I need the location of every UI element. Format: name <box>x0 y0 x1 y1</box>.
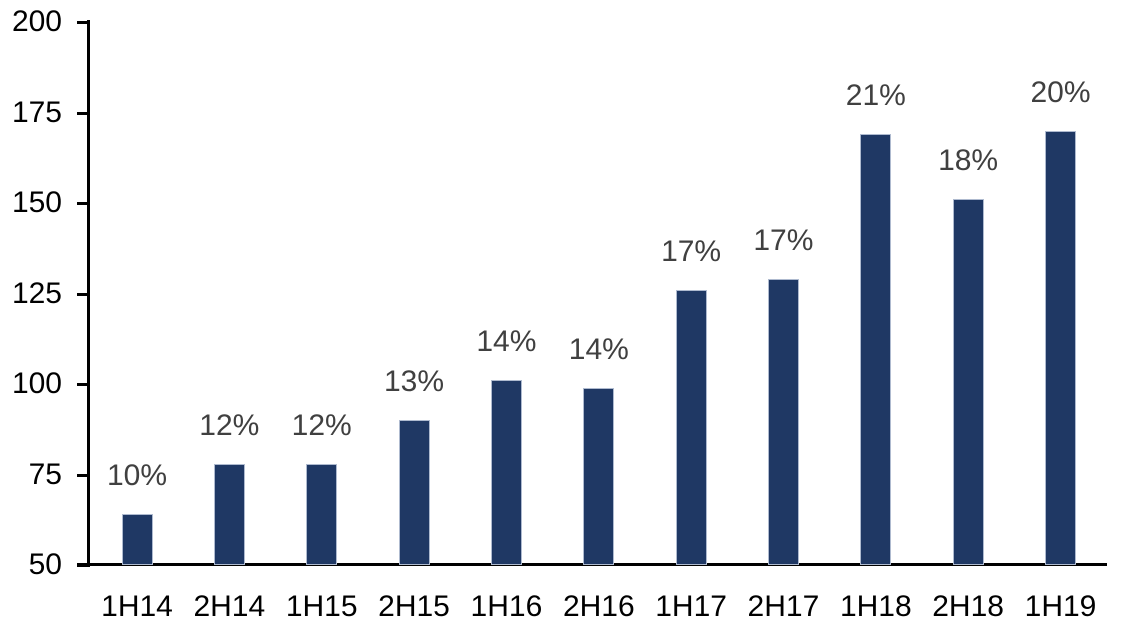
bar-value-label: 14% <box>476 325 537 359</box>
x-tick-label: 1H16 <box>470 590 543 623</box>
bar-value-label: 12% <box>199 408 260 442</box>
y-tick-mark <box>77 292 88 296</box>
y-tick-label: 50 <box>28 548 62 581</box>
bar-value-label: 18% <box>938 144 999 178</box>
x-tick-label: 2H16 <box>562 590 635 623</box>
bar <box>121 514 153 565</box>
bar-value-label: 14% <box>568 332 629 366</box>
bar <box>952 199 984 565</box>
bar <box>398 420 430 565</box>
y-tick-mark <box>77 202 88 205</box>
bar <box>860 134 892 565</box>
bar-value-label: 12% <box>291 408 352 442</box>
x-tick-label: 2H17 <box>747 590 820 623</box>
bar <box>490 380 522 565</box>
x-tick-label: 1H15 <box>285 590 358 623</box>
x-tick-label: 1H19 <box>1024 590 1097 623</box>
bar-value-label: 21% <box>845 79 906 113</box>
x-tick-label: 2H14 <box>193 590 266 623</box>
y-tick-mark <box>77 473 88 477</box>
bar <box>1045 130 1076 565</box>
y-tick-mark <box>77 21 88 24</box>
x-tick-label: 1H14 <box>101 590 173 623</box>
bar <box>213 463 245 565</box>
bar-value-label: 20% <box>1030 75 1091 109</box>
y-tick-label: 150 <box>11 186 62 219</box>
bar <box>583 387 615 565</box>
x-tick-label: 1H17 <box>655 590 727 623</box>
bar <box>767 279 799 565</box>
y-tick-mark <box>77 383 88 386</box>
y-tick-label: 175 <box>11 95 62 129</box>
bar-value-label: 13% <box>383 365 445 399</box>
x-tick-label: 2H15 <box>378 590 450 623</box>
bar-value-label: 17% <box>661 234 722 268</box>
y-tick-label: 200 <box>11 5 62 38</box>
y-axis-line <box>87 20 90 567</box>
y-tick-label: 75 <box>28 457 62 491</box>
bar <box>675 289 707 565</box>
bar-value-label: 17% <box>753 224 814 257</box>
y-tick-label: 125 <box>11 276 62 310</box>
y-tick-label: 100 <box>11 367 62 400</box>
x-tick-label: 2H18 <box>932 590 1004 623</box>
y-tick-mark <box>77 111 88 115</box>
bar <box>306 463 338 565</box>
y-tick-mark <box>77 564 88 567</box>
x-tick-label: 1H18 <box>839 590 912 623</box>
bar-value-label: 10% <box>106 459 168 493</box>
